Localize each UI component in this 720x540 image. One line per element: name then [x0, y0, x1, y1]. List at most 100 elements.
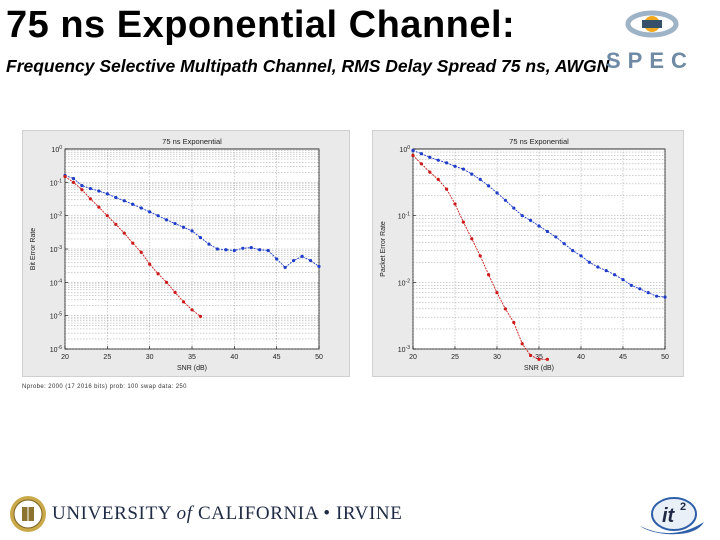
y-tick-label: 10-2 — [50, 212, 62, 221]
y-tick-label: 10-3 — [50, 245, 62, 254]
data-point — [411, 148, 415, 153]
data-point — [224, 248, 228, 252]
y-tick-label: 10-3 — [398, 345, 410, 354]
y-tick-label: 10-6 — [50, 345, 62, 354]
spec-logo-mark — [625, 10, 679, 38]
y-axis-label: Packet Error Rate — [380, 221, 387, 277]
data-point — [114, 195, 118, 200]
y-tick-label: 10-1 — [50, 178, 62, 187]
data-point — [537, 357, 541, 361]
data-point — [596, 265, 600, 269]
data-point — [80, 188, 84, 192]
data-point — [495, 191, 499, 195]
data-point — [63, 174, 67, 179]
data-point — [283, 265, 287, 270]
x-tick-label: 50 — [661, 354, 669, 361]
data-point — [503, 307, 507, 311]
series-line-1 — [412, 155, 548, 360]
data-point — [461, 167, 465, 171]
y-tick-label: 100 — [51, 145, 62, 154]
data-point — [71, 180, 76, 184]
university-name: UNIVERSITY of CALIFORNIA • IRVINE — [52, 503, 402, 525]
data-point — [156, 214, 160, 218]
x-tick-label: 30 — [493, 354, 501, 361]
data-point — [470, 172, 474, 176]
x-tick-label: 30 — [146, 354, 154, 361]
data-point — [165, 218, 169, 222]
data-point — [292, 258, 296, 263]
data-point — [445, 187, 449, 191]
data-point — [131, 241, 135, 245]
x-tick-label: 45 — [273, 354, 281, 361]
data-point — [638, 287, 642, 291]
data-point — [529, 353, 533, 358]
chart-title: 75 ns Exponential — [509, 137, 569, 146]
data-point — [122, 231, 126, 235]
data-point — [428, 170, 432, 174]
data-point — [503, 198, 507, 202]
x-tick-label: 50 — [315, 354, 323, 361]
data-point — [621, 277, 625, 282]
data-point — [478, 254, 482, 258]
data-point — [487, 273, 491, 277]
data-point — [139, 206, 143, 210]
x-tick-label: 45 — [619, 354, 627, 361]
y-tick-label: 10-5 — [50, 312, 62, 321]
y-tick-label: 10-4 — [50, 278, 62, 287]
x-tick-label: 40 — [230, 354, 238, 361]
data-point — [604, 268, 608, 273]
data-point — [173, 221, 177, 226]
per-chart: 20 25 30 35 40 45 50 100 10-1 10-2 10-3 75 ns Expon… — [380, 137, 669, 372]
x-tick-label: 40 — [577, 354, 585, 361]
data-point — [436, 158, 440, 162]
data-point — [97, 189, 101, 193]
data-point — [520, 342, 524, 346]
data-point — [520, 214, 524, 218]
uc-seal-logo — [10, 496, 46, 532]
data-point — [655, 294, 659, 298]
data-point — [537, 224, 541, 228]
data-point — [241, 246, 245, 250]
ber-chart: 20 25 30 35 40 45 50 100 10-1 10-2 10-3 10-4 10-5 10-… — [30, 137, 323, 372]
data-point — [308, 258, 313, 263]
data-point — [445, 161, 449, 165]
data-point — [411, 153, 415, 158]
data-point — [512, 320, 516, 325]
slide-subtitle: Frequency Selective Multipath Channel, R… — [6, 56, 610, 76]
data-point — [629, 283, 633, 287]
data-point — [232, 248, 236, 253]
data-point — [258, 248, 262, 252]
chart-title: 75 ns Exponential — [162, 137, 222, 146]
x-axis-label: SNR (dB) — [524, 365, 554, 372]
data-point — [300, 254, 304, 258]
x-tick-label: 20 — [61, 354, 69, 361]
data-point — [131, 202, 135, 206]
data-point — [148, 210, 152, 214]
data-point — [97, 205, 101, 209]
data-point — [529, 218, 533, 222]
data-point — [587, 260, 591, 264]
slide-title: 75 ns Exponential Channel: — [6, 4, 516, 46]
x-tick-label: 20 — [409, 354, 417, 361]
data-point — [105, 214, 109, 218]
data-point — [114, 222, 118, 226]
data-point — [579, 254, 583, 258]
y-tick-label: 10-2 — [398, 278, 410, 287]
data-point — [181, 300, 186, 304]
data-point — [88, 186, 92, 191]
y-axis-label: Bit Error Rate — [30, 228, 37, 271]
spec-logo-text: SPEC — [606, 48, 694, 73]
x-tick-label: 35 — [188, 354, 196, 361]
data-point — [207, 242, 211, 246]
data-point — [139, 250, 143, 254]
data-point — [249, 246, 253, 250]
data-point — [173, 290, 177, 294]
data-point — [122, 199, 126, 203]
data-point — [453, 164, 457, 168]
it2-logo: it 2 — [640, 497, 704, 535]
data-point — [545, 229, 549, 234]
data-point — [419, 162, 423, 166]
data-point — [419, 152, 423, 156]
data-point — [428, 155, 432, 159]
data-point — [470, 237, 474, 241]
